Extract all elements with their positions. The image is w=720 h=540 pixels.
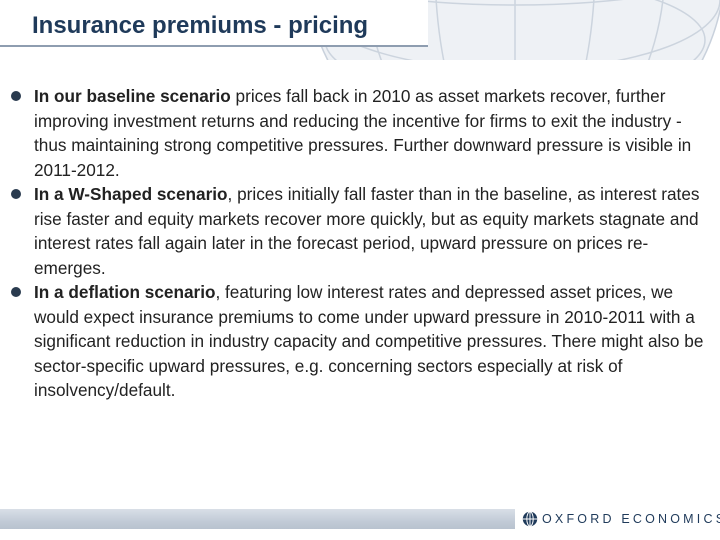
slide-header: Insurance premiums - pricing: [0, 0, 720, 60]
footer-logo: OXFORD ECONOMICS: [522, 510, 720, 528]
logo-text: OXFORD ECONOMICS: [542, 512, 720, 526]
bullet-lead: In our baseline scenario: [34, 86, 231, 106]
bullet-item-w-shaped: In a W-Shaped scenario, prices initially…: [10, 182, 712, 280]
bullet-item-baseline: In our baseline scenario prices fall bac…: [10, 84, 712, 182]
bullet-text: , prices initially fall faster than in t…: [34, 184, 700, 278]
footer-bar: [0, 509, 515, 529]
bullet-lead: In a deflation scenario: [34, 282, 216, 302]
bullet-dot-icon: [11, 189, 21, 199]
bullet-text: prices fall back in 2010 as asset market…: [34, 86, 692, 180]
bullet-lead: In a W-Shaped scenario: [34, 184, 228, 204]
bullet-item-deflation: In a deflation scenario, featuring low i…: [10, 280, 712, 403]
page-title: Insurance premiums - pricing: [32, 12, 369, 39]
globe-icon: [522, 511, 538, 527]
bullet-dot-icon: [11, 287, 21, 297]
title-box: Insurance premiums - pricing: [0, 0, 428, 47]
bullet-dot-icon: [11, 91, 21, 101]
bullet-text: , featuring low interest rates and depre…: [34, 282, 704, 400]
bullet-list: In our baseline scenario prices fall bac…: [10, 84, 712, 403]
